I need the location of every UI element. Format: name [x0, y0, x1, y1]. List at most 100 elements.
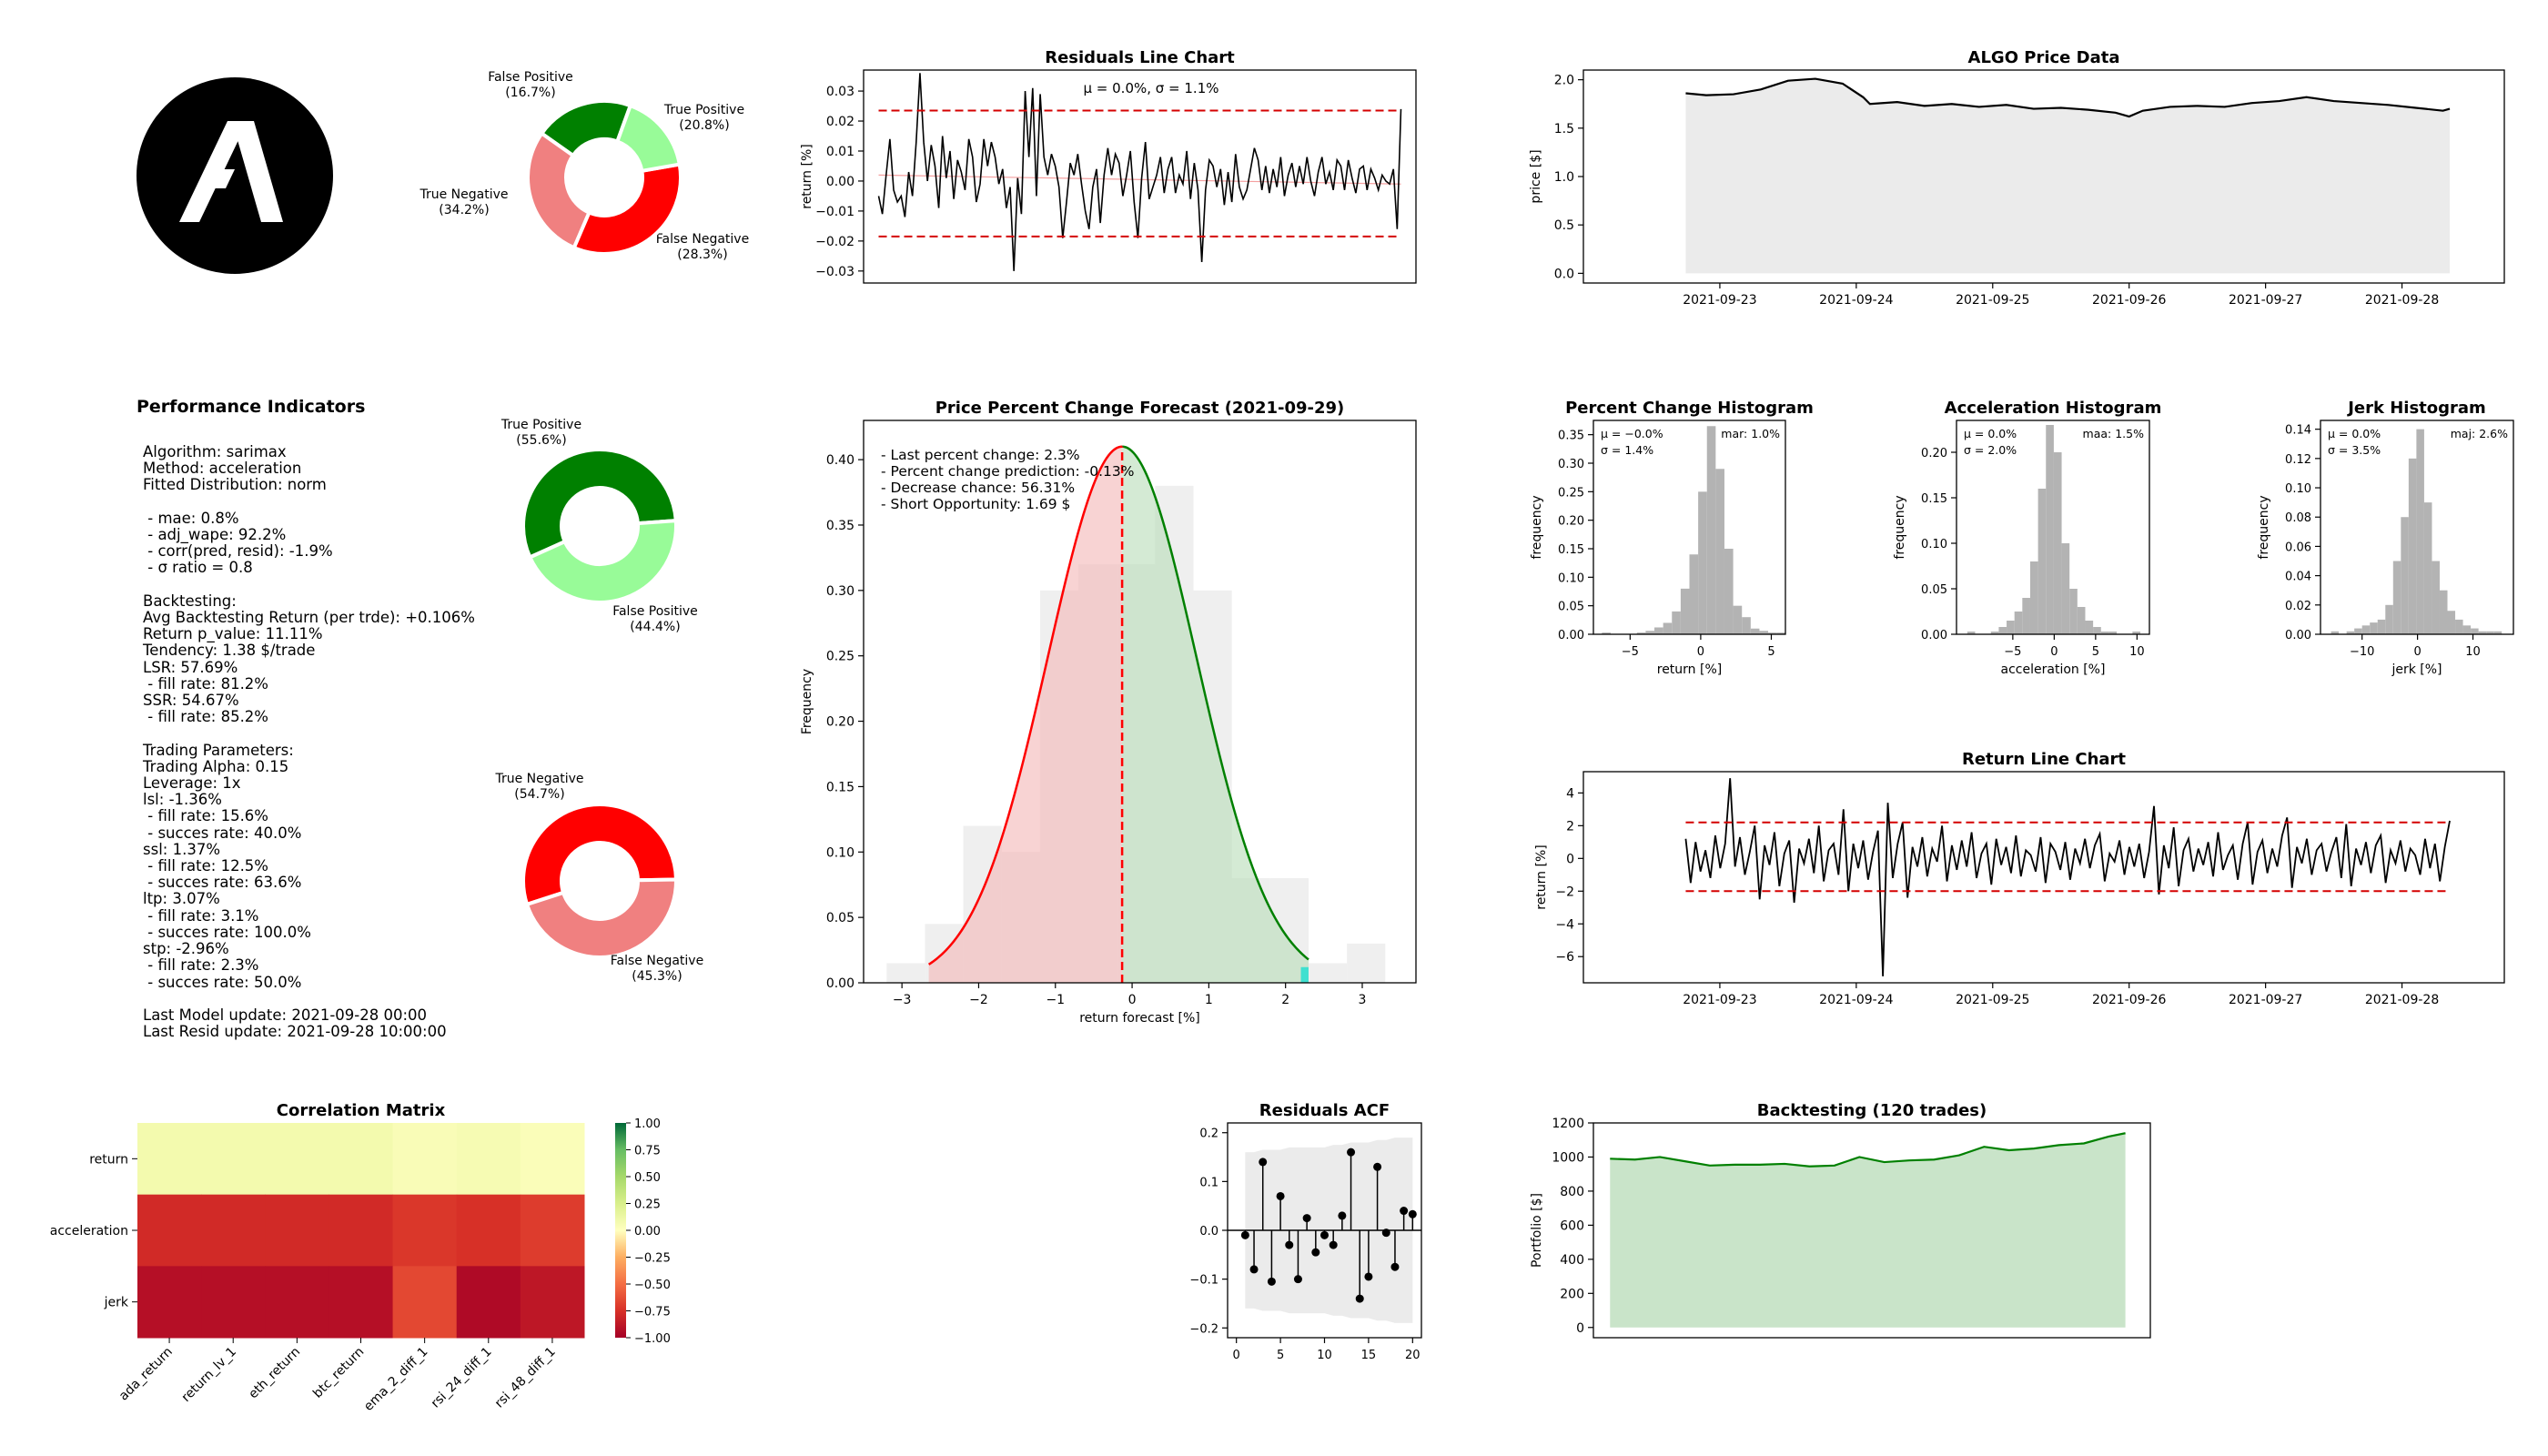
y-tick-label: 0.12: [2285, 453, 2311, 467]
y-tick-label: 0.35: [1558, 430, 1584, 443]
y-tick-label: 0.35: [826, 519, 854, 533]
logo-circle: [136, 77, 333, 274]
hist_return-chart: Percent Change Histogram 0.00 0.05 0.10 0.15…: [1530, 399, 1814, 677]
hist-bar: [1724, 549, 1734, 634]
y-tick-label: 400: [1560, 1253, 1584, 1268]
perf-line: - σ ratio = 0.8: [143, 559, 253, 577]
decrease-area: [928, 446, 1123, 984]
colorbar-tick-label: 0.50: [634, 1171, 661, 1185]
y-tick-label: 0.10: [1558, 571, 1584, 585]
hist-bar: [2370, 622, 2378, 634]
forecast-annotation: - Decrease chance: 56.31%: [881, 480, 1075, 496]
corr-chart: Correlation Matrix return acceleration jerk…: [50, 1101, 671, 1414]
y-tick-label: 0.10: [2285, 482, 2311, 496]
y-tick-label: 0.00: [1921, 629, 1947, 642]
acf-point: [1338, 1211, 1347, 1220]
increase-area: [1122, 446, 1309, 984]
colorbar-tick-label: −0.50: [634, 1279, 671, 1292]
acf-point: [1390, 1262, 1400, 1271]
perf-line: LSR: 57.69%: [143, 658, 238, 676]
perf-line: - corr(pred, resid): -1.9%: [143, 542, 333, 561]
heatmap-row-label: acceleration: [50, 1224, 128, 1239]
perf-line: - fill rate: 81.2%: [143, 674, 268, 693]
hist-bar: [1636, 632, 1646, 634]
colorbar-tick-label: 0.75: [634, 1145, 661, 1158]
y-tick-label: 0.05: [826, 911, 854, 925]
donut-slice: [521, 448, 678, 561]
hist-bar: [1776, 632, 1786, 634]
hist-bar: [1672, 611, 1681, 634]
hist-bar: [2085, 621, 2094, 634]
x-tick-label: 2021-09-26: [2092, 293, 2166, 308]
hist-bar: [1347, 943, 1386, 983]
acf-point: [1400, 1207, 1409, 1216]
hist-bar: [1706, 426, 1716, 634]
heatmap-cell: [392, 1194, 458, 1267]
acf-point: [1355, 1294, 1364, 1303]
plot-frame: [2320, 420, 2514, 635]
donut-label: True Negative: [494, 772, 583, 786]
donut-pct: (55.6%): [516, 433, 566, 448]
hist-bar: [1759, 631, 1769, 634]
y-tick-label: 0.02: [2285, 600, 2311, 613]
perf-line: Tendency: 1.38 $/trade: [143, 642, 316, 660]
hist-bar: [2471, 628, 2479, 634]
x-tick-label: 2021-09-28: [2365, 993, 2439, 1007]
y-tick-label: −4: [1555, 917, 1574, 932]
acf-point: [1381, 1228, 1390, 1238]
logo-stroke-right: [232, 121, 283, 222]
heatmap-cell: [265, 1266, 329, 1339]
perf-line: Algorithm: sarimax: [143, 443, 287, 460]
acf-point: [1408, 1209, 1417, 1218]
donut-label: False Negative: [656, 232, 749, 247]
heatmap-row-label: return: [89, 1152, 128, 1167]
hist-bar: [2061, 543, 2070, 634]
heatmap-col-label: return_lv_1: [179, 1345, 239, 1405]
heatmap-cell: [520, 1266, 585, 1339]
hist-bar: [1750, 628, 1760, 634]
y-axis-label: return [%]: [800, 144, 814, 208]
decrease-curve: [927, 445, 1123, 966]
algo-logo: [136, 77, 333, 274]
donut-label: False Negative: [611, 954, 703, 968]
hist-bar: [2486, 631, 2494, 634]
y-tick-label: 0.15: [1921, 492, 1947, 506]
y-tick-label: 0.05: [1558, 601, 1584, 614]
x-tick-label: 10: [1317, 1349, 1332, 1362]
x-axis-label: acceleration [%]: [2001, 662, 2106, 677]
donut-slice: [524, 877, 678, 959]
hist-bar: [1715, 469, 1724, 634]
perf-line: Trading Parameters:: [143, 741, 294, 759]
heatmap-cell: [456, 1266, 521, 1339]
perf-line: [143, 577, 525, 593]
hist-bar: [2401, 517, 2409, 634]
heatmap-cell: [201, 1266, 266, 1339]
perf-line: [143, 725, 525, 742]
pie-bot: True Negative(54.7%) False Negative(45.3%…: [494, 772, 703, 984]
perf-line: SSR: 54.67%: [143, 692, 239, 710]
perf-line: - succes rate: 100.0%: [143, 923, 311, 941]
x-tick-label: 20: [1405, 1349, 1421, 1362]
hist-bar: [1990, 632, 1999, 634]
y-tick-label: 1.5: [1554, 122, 1574, 136]
hist-bar: [2423, 502, 2432, 634]
plot-frame: [1956, 420, 2150, 635]
y-tick-label: −0.03: [815, 265, 854, 279]
acf-point: [1259, 1158, 1268, 1167]
heatmap-cell: [329, 1194, 394, 1267]
y-tick-label: 0.15: [1558, 543, 1584, 557]
forecast-annotation: - Short Opportunity: 1.69 $: [881, 496, 1070, 512]
y-axis-label: frequency: [1530, 495, 1544, 559]
return_line-chart: Return Line Chart 4 2 0 −2 −4 −6 2021-09-23 2021…: [1534, 750, 2505, 1007]
x-tick-label: 2021-09-23: [1683, 993, 1756, 1007]
y-tick-label: 200: [1560, 1287, 1584, 1301]
chart-title: Price Percent Change Forecast (2021-09-2…: [935, 399, 1345, 418]
y-tick-label: 0.20: [1921, 447, 1947, 460]
x-tick-label: −1: [1046, 993, 1065, 1007]
acf-point: [1249, 1265, 1259, 1274]
colorbar-tick-label: 1.00: [634, 1117, 661, 1131]
y-tick-label: 0.00: [826, 976, 854, 991]
heatmap-cell: [392, 1266, 458, 1339]
perf-line: Last Resid update: 2021-09-28 10:00:00: [143, 1023, 447, 1041]
heatmap-cell: [137, 1266, 202, 1339]
